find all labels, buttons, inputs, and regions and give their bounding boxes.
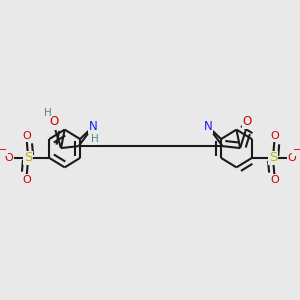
Text: S: S [24, 152, 32, 164]
Text: O: O [270, 175, 279, 184]
Text: O: O [49, 115, 58, 128]
Text: S: S [269, 152, 277, 164]
Text: O: O [5, 153, 14, 163]
Text: H: H [91, 134, 98, 144]
Text: O: O [22, 175, 31, 184]
Text: N: N [203, 120, 212, 133]
Text: −: − [293, 146, 300, 155]
Text: O: O [288, 153, 296, 163]
Text: N: N [89, 120, 98, 133]
Text: O: O [243, 115, 252, 128]
Text: O: O [270, 131, 279, 141]
Text: O: O [22, 131, 31, 141]
Text: H: H [44, 108, 51, 118]
Text: −: − [0, 146, 7, 155]
